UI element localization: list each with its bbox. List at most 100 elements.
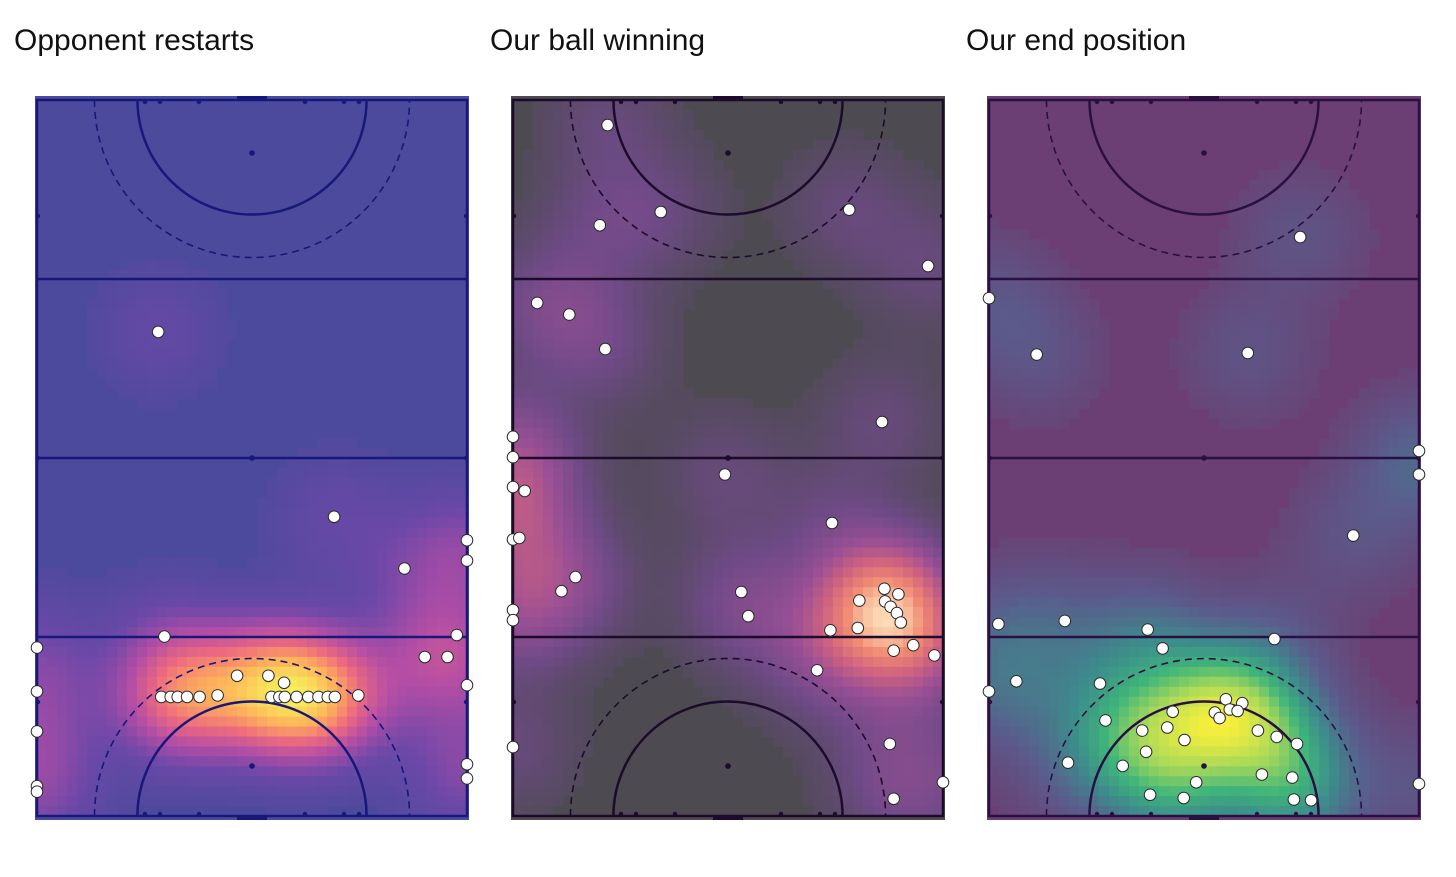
density-cell <box>673 467 684 479</box>
density-cell <box>1369 557 1380 568</box>
density-cell <box>1369 378 1380 389</box>
density-cell <box>1089 368 1100 380</box>
density-cell <box>297 786 308 797</box>
density-cell <box>713 547 724 559</box>
density-cell <box>843 458 854 469</box>
density-cell <box>913 229 924 240</box>
density-cell <box>137 348 148 360</box>
data-point <box>887 792 901 806</box>
density-cell <box>127 796 138 807</box>
density-cell <box>427 557 438 568</box>
density-cell <box>177 756 188 767</box>
data-point <box>513 531 526 545</box>
density-cell <box>1349 219 1360 230</box>
density-cell <box>87 298 98 310</box>
density-cell <box>863 259 874 270</box>
density-cell <box>87 656 98 668</box>
density-cell <box>337 607 348 618</box>
density-cell <box>663 179 674 191</box>
density-cell <box>1269 537 1280 549</box>
density-cell <box>893 686 904 698</box>
density-cell <box>157 656 168 668</box>
density-cell <box>47 577 58 588</box>
density-cell <box>127 358 138 370</box>
density-cell <box>307 587 318 598</box>
density-cell <box>1259 269 1270 280</box>
data-point <box>810 664 824 677</box>
density-cell <box>553 288 564 300</box>
density-cell <box>77 796 88 807</box>
density-cell <box>673 189 684 201</box>
density-cell <box>1329 577 1340 588</box>
density-cell <box>593 249 604 260</box>
density-cell <box>347 587 358 598</box>
density-cell <box>367 477 378 489</box>
density-cell <box>603 239 614 250</box>
density-cell <box>1399 507 1410 519</box>
density-cell <box>387 746 398 757</box>
density-cell <box>653 408 664 419</box>
density-cell <box>357 786 368 797</box>
density-cell <box>803 557 814 568</box>
density-cell <box>167 398 178 409</box>
density-cell <box>573 318 584 330</box>
density-cell <box>863 656 874 668</box>
density-cell <box>573 547 584 559</box>
density-cell <box>723 666 734 678</box>
edge-mark <box>157 99 163 105</box>
density-cell <box>337 527 348 539</box>
density-cell <box>723 537 734 549</box>
density-cell <box>813 189 824 201</box>
density-cell <box>573 477 584 489</box>
density-cell <box>307 656 318 668</box>
density-cell <box>783 666 794 678</box>
density-cell <box>903 487 914 499</box>
density-cell <box>87 607 98 618</box>
density-cell <box>1279 249 1290 260</box>
density-cell <box>783 239 794 250</box>
density-cell <box>663 527 674 539</box>
density-cell <box>893 298 904 310</box>
density-cell <box>673 259 684 270</box>
density-cell <box>773 617 784 628</box>
density-cell <box>653 497 664 509</box>
density-cell <box>1019 577 1030 588</box>
density-cell <box>763 428 774 439</box>
density-cell <box>733 656 744 668</box>
density-cell <box>603 527 614 539</box>
density-cell <box>1279 318 1290 330</box>
density-cell <box>863 358 874 370</box>
density-cell <box>1349 537 1360 549</box>
density-cell <box>533 149 544 161</box>
density-cell <box>387 706 398 718</box>
density-cell <box>763 199 774 210</box>
data-point <box>418 650 432 664</box>
density-cell <box>543 139 554 151</box>
density-cell <box>247 726 258 738</box>
density-cell <box>137 338 148 350</box>
density-cell <box>237 706 248 718</box>
density-cell <box>703 547 714 559</box>
density-cell <box>593 637 604 648</box>
density-cell <box>1399 428 1410 439</box>
density-cell <box>553 537 564 549</box>
density-cell <box>923 786 934 797</box>
density-cell <box>573 378 584 389</box>
density-cell <box>763 438 774 449</box>
density-cell <box>257 736 268 747</box>
density-cell <box>643 209 654 220</box>
density-cell <box>1039 418 1050 429</box>
density-cell <box>1289 398 1300 409</box>
density-cell <box>387 527 398 539</box>
density-cell <box>863 676 874 688</box>
density-cell <box>357 646 368 658</box>
density-cell <box>903 676 914 688</box>
density-cell <box>553 666 564 678</box>
density-cell <box>1409 398 1419 409</box>
density-cell <box>1329 517 1340 529</box>
density-cell <box>267 597 278 608</box>
density-cell <box>317 766 328 777</box>
density-cell <box>883 408 894 419</box>
density-cell <box>553 786 564 797</box>
density-cell <box>1089 388 1100 399</box>
